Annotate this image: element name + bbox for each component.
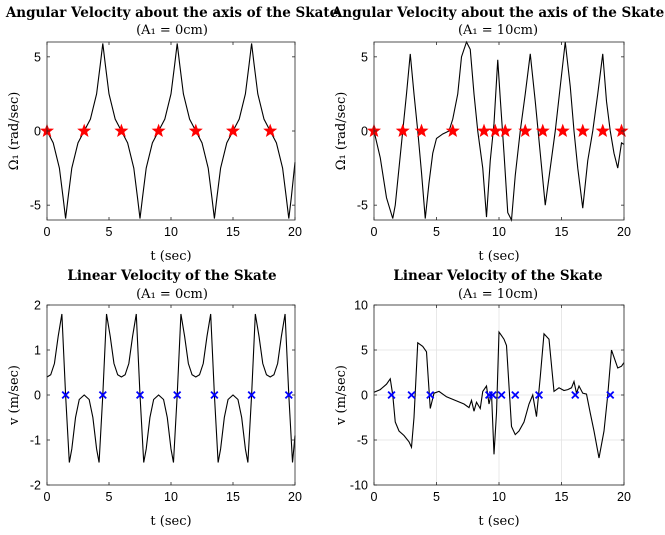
panel-4-x-marker: [387, 390, 396, 400]
panel-3-title: Linear Velocity of the Skate: [67, 268, 276, 284]
panel-3-x-marker: [98, 390, 107, 400]
panel-1-star-marker: [77, 123, 92, 137]
panel-2-ytick-label: 0: [361, 125, 368, 139]
panel-3-xtick-label: 20: [288, 490, 302, 504]
panel-2-series-line-0: [373, 40, 625, 222]
panel-2-xtick-label: 10: [492, 225, 506, 239]
panel-4-x-marker: [407, 390, 416, 400]
panel-4-subtitle: (A₁ = 10cm): [458, 287, 538, 302]
panel-4-x-marker: [426, 390, 435, 400]
panel-2-ylabel: Ω₁ (rad/sec): [334, 92, 349, 171]
panel-4-title: Linear Velocity of the Skate: [393, 268, 602, 284]
panel-3-ylabel: v (m/sec): [7, 365, 22, 426]
panel-3-x-marker: [247, 390, 256, 400]
panel-4-ytick-label: 0: [361, 389, 368, 403]
panel-2-xtick-label: 0: [371, 225, 378, 239]
panel-4-xtick-label: 20: [617, 490, 631, 504]
panel-1-ytick-label: 5: [34, 50, 41, 64]
panel-1-xtick-label: 5: [106, 225, 113, 239]
panel-3-axes-box: [46, 304, 296, 486]
panel-1: Angular Velocity about the axis of the S…: [5, 5, 338, 264]
panel-3-x-marker: [173, 390, 182, 400]
panel-2-xlabel: t (sec): [478, 249, 519, 264]
panel-4-x-marker: [534, 390, 544, 400]
panel-4-axes-box: [373, 304, 625, 486]
panel-3-ytick-label: 0: [34, 389, 41, 403]
panel-3-x-marker: [210, 390, 219, 400]
panel-3-ytick-label: -2: [30, 479, 41, 493]
panel-1-title: Angular Velocity about the axis of the S…: [5, 5, 338, 21]
panel-2-star-marker: [476, 123, 492, 137]
panel-2-title: Angular Velocity about the axis of the S…: [331, 5, 664, 21]
panel-4-xtick-label: 15: [555, 490, 569, 504]
panel-3-x-marker: [135, 390, 145, 400]
panel-2-star-marker: [498, 123, 513, 137]
panel-3-x-marker: [61, 390, 70, 400]
panel-2: Angular Velocity about the axis of the S…: [331, 5, 664, 264]
panel-3-xlabel: t (sec): [150, 514, 191, 529]
panel-4-xlabel: t (sec): [478, 514, 519, 529]
panel-1-xtick-label: 15: [226, 225, 240, 239]
panel-2-star-marker: [575, 123, 590, 137]
panel-3-ytick-label: -1: [30, 434, 41, 448]
panel-4-ytick-label: -5: [357, 434, 368, 448]
panel-4-xtick-label: 10: [492, 490, 506, 504]
panel-4-xtick-label: 5: [433, 490, 440, 504]
panel-1-xtick-label: 20: [288, 225, 302, 239]
panel-4-x-marker: [571, 390, 580, 400]
panel-2-star-marker: [395, 123, 410, 137]
panel-3-xtick-label: 10: [164, 490, 178, 504]
panel-4-x-marker: [511, 390, 520, 400]
panel-3: Linear Velocity of the Skate (A₁ = 0cm) …: [7, 268, 302, 529]
panel-1-ytick-label: 0: [34, 125, 41, 139]
panel-2-star-marker: [614, 123, 629, 137]
panel-2-star-marker: [595, 123, 610, 137]
panel-3-ytick-label: 1: [34, 344, 41, 358]
panel-2-ytick-label: 5: [361, 50, 368, 64]
panel-1-xtick-label: 0: [44, 225, 51, 239]
panel-3-series-line-0: [46, 313, 296, 463]
panel-1-xtick-label: 10: [164, 225, 178, 239]
panel-1-subtitle: (A₁ = 0cm): [136, 23, 208, 38]
panel-2-axes-box: [373, 41, 625, 221]
panel-1-ylabel: Ω₁ (rad/sec): [7, 92, 22, 171]
panel-1-series-line-0: [46, 43, 296, 219]
panel-1-xlabel: t (sec): [150, 249, 191, 264]
panel-1-ytick-label: -5: [30, 199, 41, 213]
panel-4-x-marker: [488, 390, 497, 400]
panel-4: Linear Velocity of the Skate (A₁ = 10cm)…: [334, 268, 631, 529]
panel-3-subtitle: (A₁ = 0cm): [136, 287, 208, 302]
panel-2-xtick-label: 5: [433, 225, 440, 239]
panel-4-x-marker: [497, 390, 506, 400]
panel-1-axes-box: [46, 41, 296, 221]
panel-4-ytick-label: -10: [350, 479, 368, 493]
panel-4-ylabel: v (m/sec): [334, 365, 349, 426]
panel-3-xtick-label: 15: [226, 490, 240, 504]
panel-1-star-marker: [188, 123, 203, 137]
panel-2-star-marker: [445, 123, 460, 137]
panel-2-star-marker: [518, 123, 533, 137]
panel-2-ytick-label: -5: [357, 199, 368, 213]
panel-1-star-marker: [114, 123, 129, 137]
panel-4-x-marker: [606, 390, 615, 400]
panel-1-star-marker: [225, 123, 241, 137]
panel-2-star-marker: [535, 123, 550, 137]
panel-2-xtick-label: 20: [617, 225, 631, 239]
panel-2-star-marker: [555, 123, 570, 137]
panel-3-xtick-label: 0: [44, 490, 51, 504]
panel-3-x-marker: [284, 390, 293, 400]
panel-3-ytick-label: 2: [34, 299, 41, 313]
panel-4-ytick-label: 10: [354, 299, 368, 313]
panel-4-series-line-0: [373, 330, 625, 459]
panel-3-xtick-label: 5: [106, 490, 113, 504]
panel-1-star-marker: [151, 123, 166, 137]
panel-1-star-marker: [263, 123, 278, 137]
panel-2-xtick-label: 15: [555, 225, 569, 239]
panel-2-star-marker: [414, 123, 429, 137]
panel-4-xtick-label: 0: [371, 490, 378, 504]
panel-4-ytick-label: 5: [361, 344, 368, 358]
panel-2-subtitle: (A₁ = 10cm): [458, 23, 538, 38]
panel-2-star-marker: [488, 123, 503, 137]
